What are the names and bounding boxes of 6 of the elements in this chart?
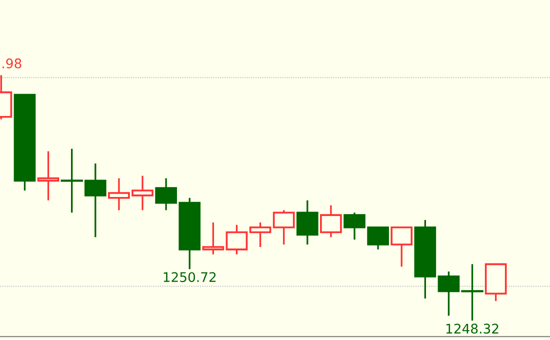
annotation: 1250.72 <box>164 272 216 282</box>
candlestick <box>296 200 318 246</box>
candlestick <box>37 150 60 202</box>
candlestick <box>320 204 342 238</box>
annotation: 1248.32 <box>446 324 498 334</box>
annotation: .98 <box>2 58 22 68</box>
